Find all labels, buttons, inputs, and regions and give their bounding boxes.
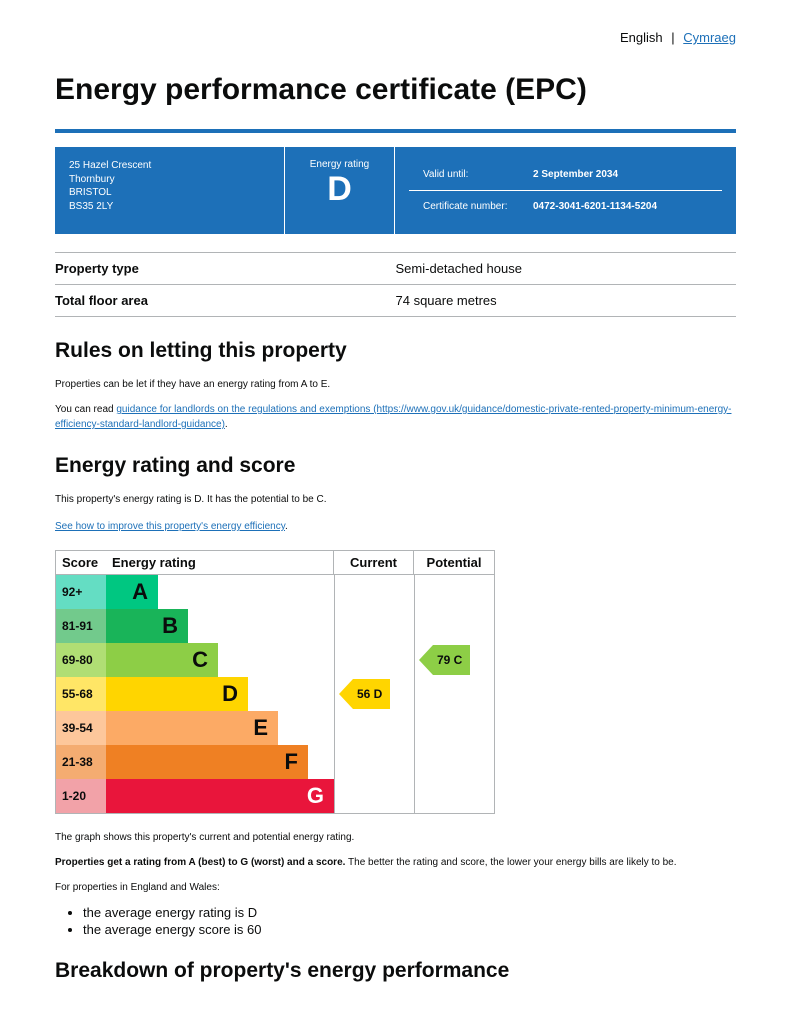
- band-row-d: 55-68D: [56, 677, 334, 711]
- band-score: 39-54: [56, 711, 106, 745]
- header-potential: Potential: [414, 551, 494, 574]
- explainer-bold: Properties get a rating from A (best) to…: [55, 857, 345, 868]
- band-row-b: 81-91B: [56, 609, 334, 643]
- address-line: Thornbury: [69, 173, 270, 187]
- improve-efficiency-link[interactable]: See how to improve this property's energ…: [55, 521, 285, 532]
- chart-header: Score Energy rating Current Potential: [56, 551, 494, 575]
- property-row: Total floor area 74 square metres: [55, 285, 736, 317]
- graph-note: The graph shows this property's current …: [55, 830, 736, 845]
- property-label: Total floor area: [55, 293, 396, 308]
- breakdown-heading: Breakdown of property's energy performan…: [55, 959, 736, 983]
- improve-link-line: See how to improve this property's energ…: [55, 517, 736, 534]
- band-row-a: 92+A: [56, 575, 334, 609]
- band-bar: E: [106, 711, 278, 745]
- rating-label: Energy rating: [299, 159, 380, 170]
- explainer-rest: The better the rating and score, the low…: [345, 857, 676, 868]
- chart-body: 92+A81-91B69-80C55-68D39-54E21-38F1-20G …: [56, 575, 494, 813]
- rating-explainer: Properties get a rating from A (best) to…: [55, 855, 736, 870]
- rating-heading: Energy rating and score: [55, 454, 736, 478]
- address-line: BS35 2LY: [69, 200, 270, 214]
- band-bar: D: [106, 677, 248, 711]
- valid-until-value: 2 September 2034: [533, 169, 618, 180]
- rating-tag: 56 D: [353, 679, 390, 709]
- language-switcher: English | Cymraeg: [55, 30, 736, 45]
- band-bar: F: [106, 745, 308, 779]
- rules-text: Properties can be let if they have an en…: [55, 377, 736, 392]
- banner-address: 25 Hazel Crescent Thornbury BRISTOL BS35…: [55, 147, 285, 234]
- property-row: Property type Semi-detached house: [55, 253, 736, 285]
- header-score: Score: [56, 551, 106, 574]
- rules-suffix: .: [225, 419, 228, 430]
- address-line: 25 Hazel Crescent: [69, 159, 270, 173]
- band-bar: A: [106, 575, 158, 609]
- band-row-f: 21-38F: [56, 745, 334, 779]
- guidance-link[interactable]: guidance for landlords on the regulation…: [55, 404, 731, 430]
- band-row-c: 69-80C: [56, 643, 334, 677]
- cert-number-label: Certificate number:: [423, 201, 533, 212]
- rules-link-line: You can read guidance for landlords on t…: [55, 402, 736, 432]
- rules-heading: Rules on letting this property: [55, 339, 736, 363]
- page-title: Energy performance certificate (EPC): [55, 73, 736, 107]
- link-suffix: .: [285, 521, 288, 532]
- header-current: Current: [334, 551, 414, 574]
- energy-chart: Score Energy rating Current Potential 92…: [55, 550, 495, 814]
- lang-separator: |: [671, 30, 674, 45]
- current-column: 56 D: [335, 575, 415, 813]
- band-score: 69-80: [56, 643, 106, 677]
- region-note: For properties in England and Wales:: [55, 880, 736, 895]
- band-bar: B: [106, 609, 188, 643]
- list-item: the average energy score is 60: [83, 922, 736, 937]
- valid-until-label: Valid until:: [423, 169, 533, 180]
- band-score: 55-68: [56, 677, 106, 711]
- band-score: 1-20: [56, 779, 106, 813]
- bands-column: 92+A81-91B69-80C55-68D39-54E21-38F1-20G: [56, 575, 335, 813]
- banner-meta: Valid until: 2 September 2034 Certificat…: [395, 147, 736, 234]
- band-score: 92+: [56, 575, 106, 609]
- band-bar: C: [106, 643, 218, 677]
- band-score: 21-38: [56, 745, 106, 779]
- band-row-g: 1-20G: [56, 779, 334, 813]
- list-item: the average energy rating is D: [83, 905, 736, 920]
- lang-english: English: [620, 30, 663, 45]
- rules-prefix: You can read: [55, 404, 116, 415]
- rating-value: D: [299, 172, 380, 206]
- band-bar: G: [106, 779, 334, 813]
- address-line: BRISTOL: [69, 186, 270, 200]
- averages-list: the average energy rating is D the avera…: [83, 905, 736, 937]
- title-divider: [55, 129, 736, 133]
- property-label: Property type: [55, 261, 396, 276]
- rating-summary: This property's energy rating is D. It h…: [55, 492, 736, 507]
- property-value: 74 square metres: [396, 293, 737, 308]
- summary-banner: 25 Hazel Crescent Thornbury BRISTOL BS35…: [55, 147, 736, 234]
- rating-tag: 79 C: [433, 645, 470, 675]
- potential-column: 79 C: [415, 575, 494, 813]
- header-rating: Energy rating: [106, 551, 334, 574]
- lang-cymraeg-link[interactable]: Cymraeg: [683, 30, 736, 45]
- property-value: Semi-detached house: [396, 261, 737, 276]
- band-row-e: 39-54E: [56, 711, 334, 745]
- banner-rating: Energy rating D: [285, 147, 395, 234]
- property-table: Property type Semi-detached house Total …: [55, 252, 736, 317]
- cert-number-value: 0472-3041-6201-1134-5204: [533, 201, 657, 212]
- band-score: 81-91: [56, 609, 106, 643]
